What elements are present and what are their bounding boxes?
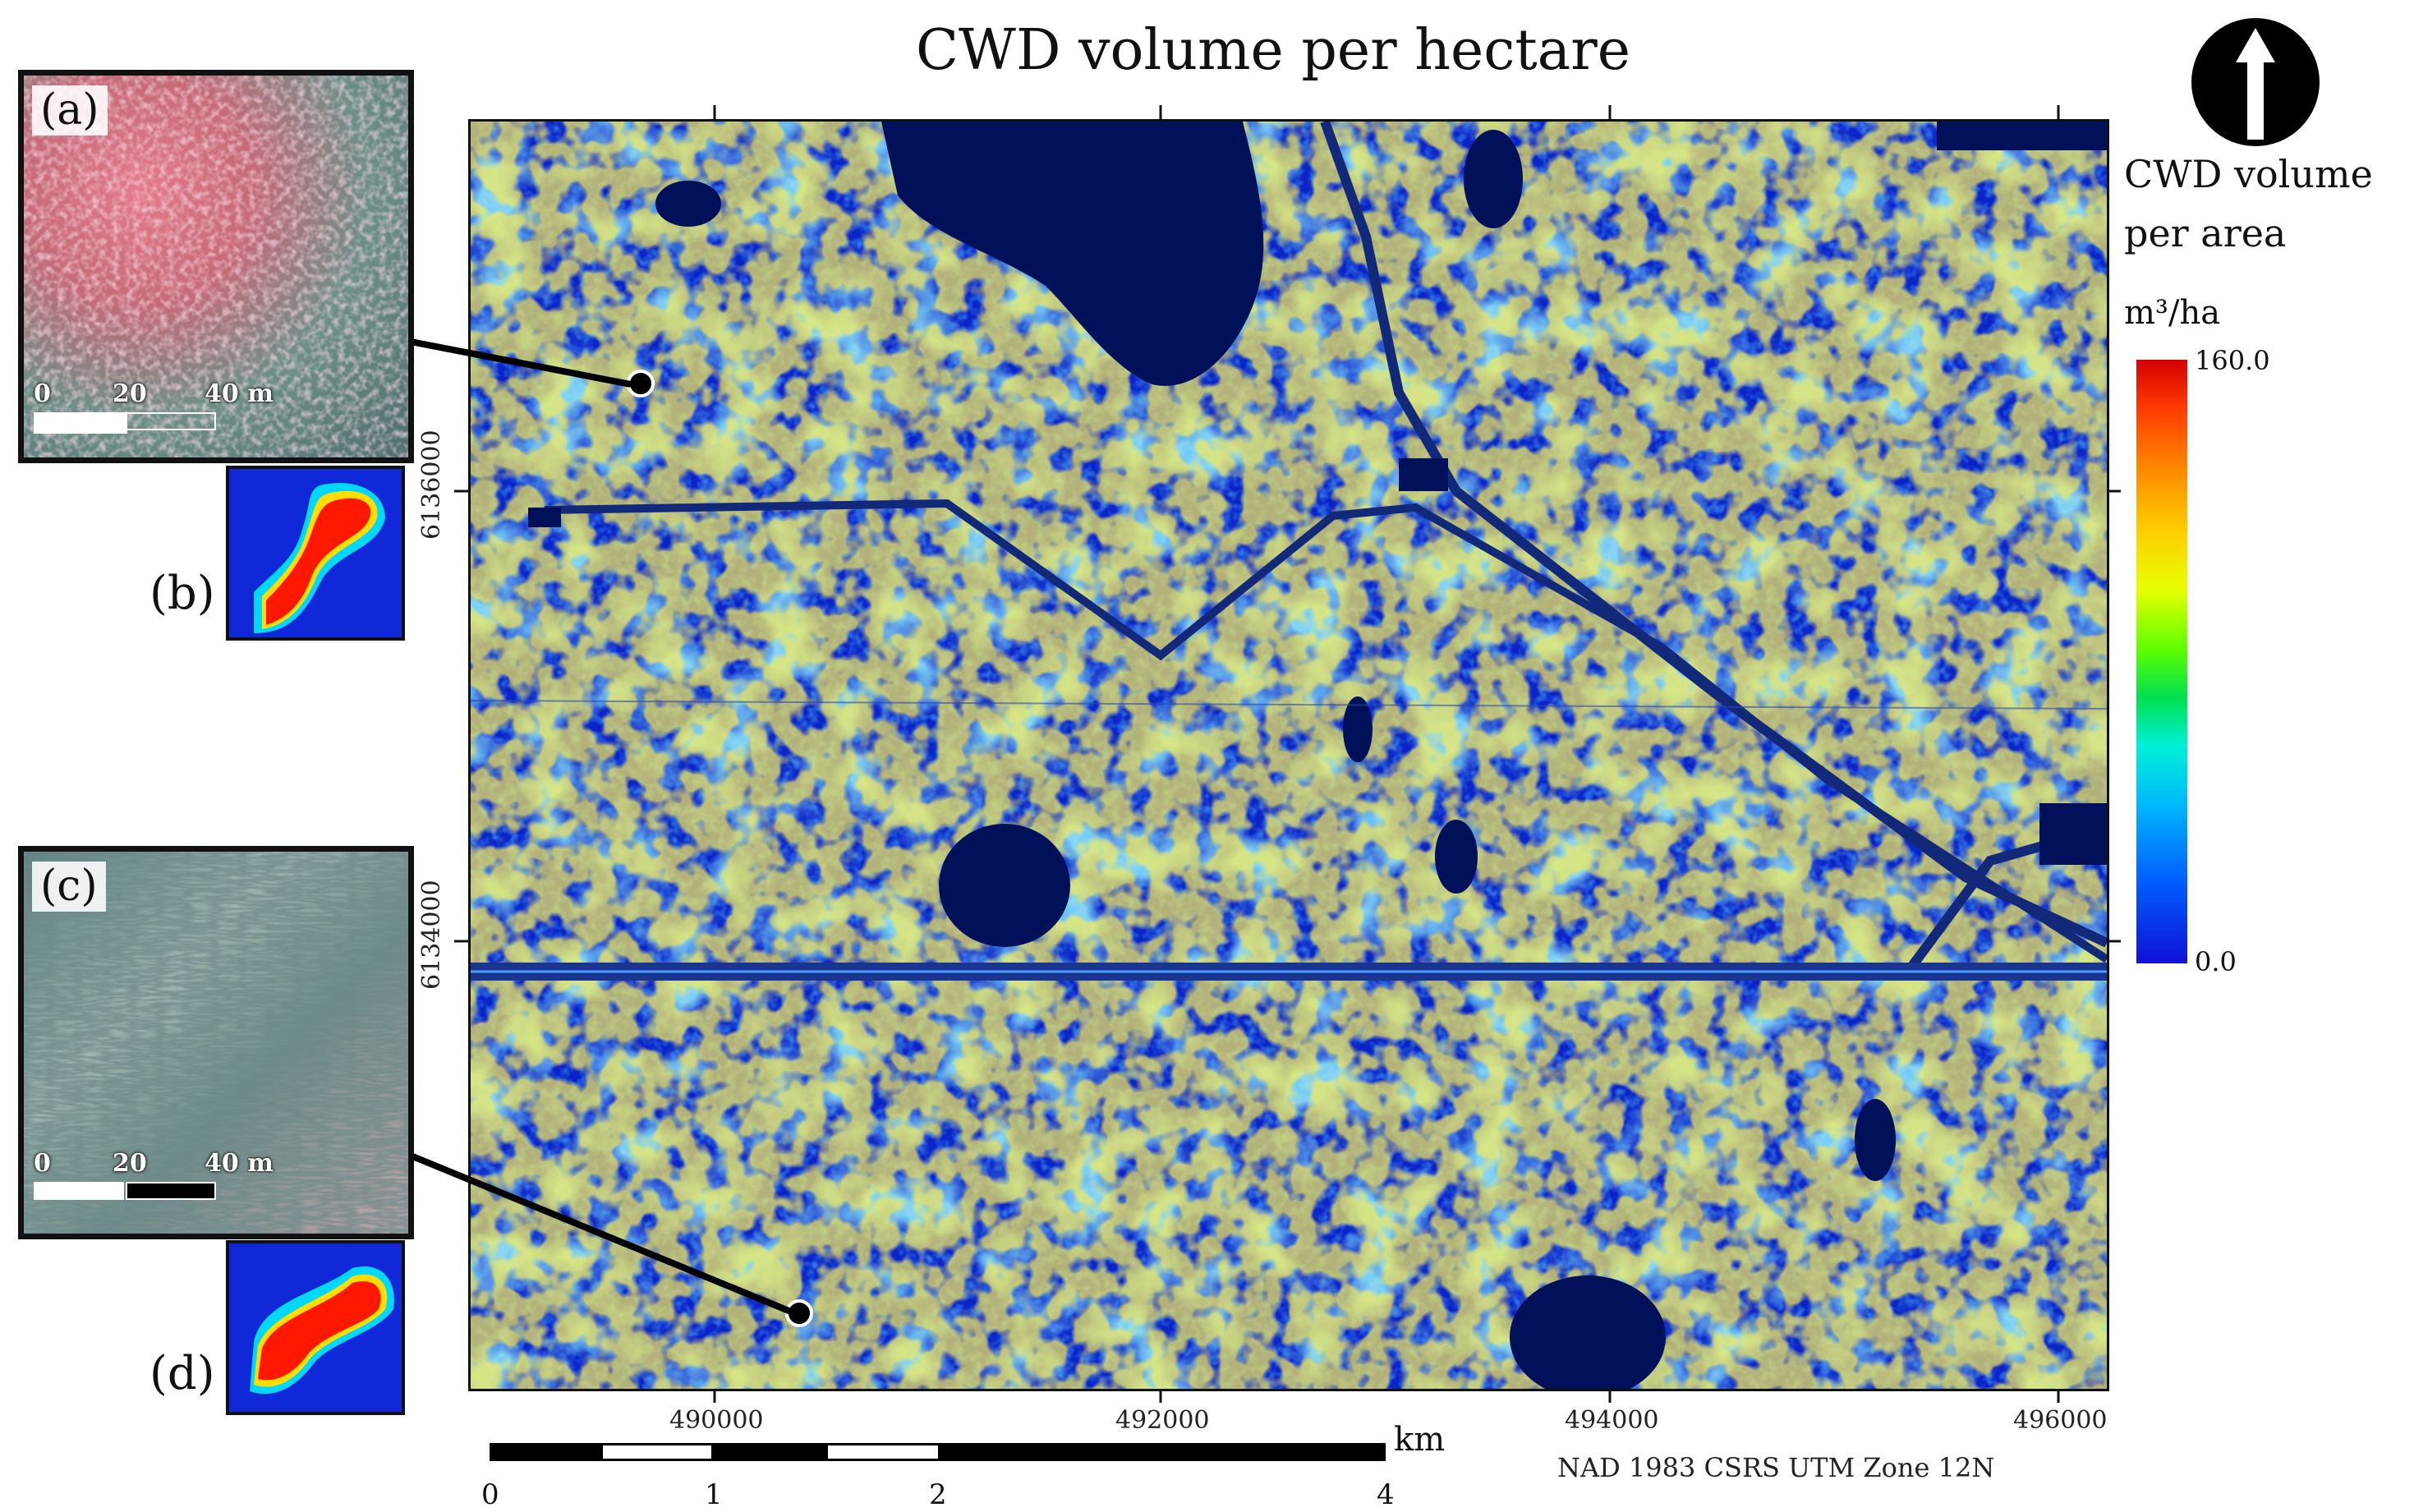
coordinate-system-label: NAD 1983 CSRS UTM Zone 12N: [1557, 1452, 1995, 1483]
inset-scalebar: [126, 1182, 216, 1200]
inset-scale-text: 40 m: [205, 1149, 274, 1178]
scalebar-segment: [825, 1443, 940, 1461]
inset-scalebar: [126, 412, 216, 430]
x-tick-label: 494000: [1565, 1406, 1659, 1435]
scalebar-segment: [600, 1443, 714, 1461]
inset-scale-text: 40 m: [205, 379, 274, 408]
scalebar-segment: [490, 1443, 603, 1461]
inset-scale-text: 0: [34, 1149, 51, 1178]
legend-title: per area: [2124, 211, 2287, 255]
x-tick-label: 492000: [1115, 1406, 1210, 1435]
y-tick-label: 6134000: [417, 880, 446, 990]
sample-point-marker: [785, 1299, 813, 1327]
scalebar-label: 2: [929, 1478, 947, 1511]
inset-a-aerial-image: (a) 0 20 40 m: [18, 70, 414, 463]
inset-scalebar: [34, 412, 127, 434]
legend-min-value: 0.0: [2195, 946, 2237, 977]
inset-scale-text: 20: [113, 1149, 147, 1178]
inset-label: (d): [149, 1347, 215, 1400]
x-tick-label: 490000: [669, 1406, 764, 1435]
legend-color-ramp: [2136, 360, 2187, 963]
inset-label: (b): [149, 567, 215, 620]
inset-b-cwd-map: [226, 466, 405, 641]
y-tick-label: 6136000: [417, 430, 446, 540]
map-title: CWD volume per hectare: [916, 18, 1630, 83]
scalebar-segment: [938, 1443, 1386, 1461]
scalebar-unit: km: [1394, 1421, 1446, 1459]
cwd-map: [468, 119, 2109, 1391]
scalebar-label: 4: [1377, 1478, 1395, 1511]
legend-title: CWD volume: [2124, 152, 2373, 196]
sample-point-marker: [627, 370, 655, 398]
inset-scalebar: [34, 1182, 124, 1200]
scalebar-segment: [711, 1443, 828, 1461]
inset-scale-text: 20: [113, 379, 147, 408]
inset-label: (c): [32, 862, 106, 912]
inset-d-cwd-map: [226, 1240, 405, 1415]
scalebar-label: 1: [705, 1478, 723, 1511]
legend-unit: m³/ha: [2124, 294, 2221, 332]
water-bodies: [655, 122, 2107, 1389]
scalebar-label: 0: [481, 1478, 499, 1511]
inset-c-aerial-image: (c) 0 20 40 m: [18, 846, 414, 1239]
legend-max-value: 160.0: [2195, 345, 2270, 376]
x-tick-label: 496000: [2013, 1406, 2108, 1435]
inset-scale-text: 0: [34, 379, 51, 408]
inset-label: (a): [32, 85, 108, 136]
north-arrow-icon: [2190, 16, 2321, 148]
